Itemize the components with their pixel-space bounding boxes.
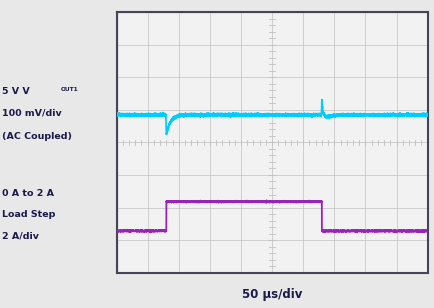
Text: 100 mV/div: 100 mV/div <box>2 109 62 118</box>
Text: 5 V V: 5 V V <box>2 87 30 96</box>
Text: 0 A to 2 A: 0 A to 2 A <box>2 189 54 198</box>
Text: OUT1: OUT1 <box>61 87 79 92</box>
Text: Load Step: Load Step <box>2 210 56 219</box>
Text: (AC Coupled): (AC Coupled) <box>2 132 72 141</box>
Text: 50 μs/div: 50 μs/div <box>241 288 302 301</box>
Text: 2 A/div: 2 A/div <box>2 232 39 241</box>
